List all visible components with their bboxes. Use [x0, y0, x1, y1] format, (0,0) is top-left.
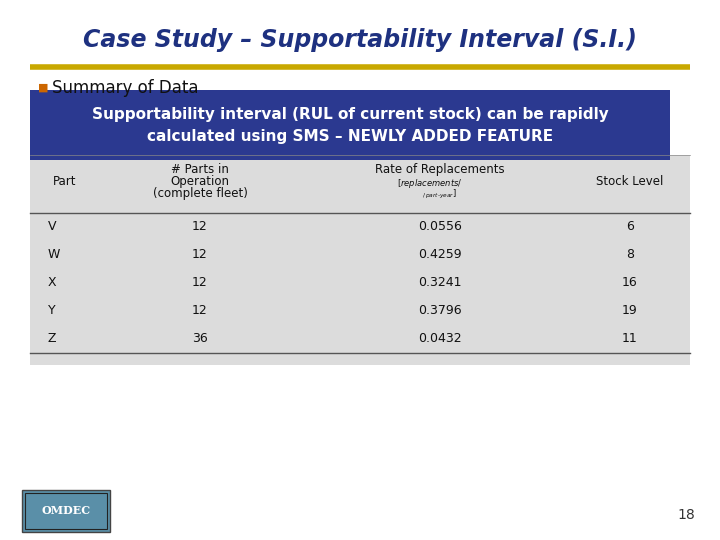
Text: 0.4259: 0.4259	[418, 248, 462, 261]
Text: ■: ■	[38, 83, 48, 93]
Text: Rate of Replacements: Rate of Replacements	[375, 163, 505, 176]
Text: Stock Level: Stock Level	[596, 175, 664, 188]
Text: OMDEC: OMDEC	[42, 504, 91, 516]
Text: # Parts in: # Parts in	[171, 163, 229, 176]
Text: V: V	[48, 220, 56, 233]
Text: W: W	[48, 248, 60, 261]
Text: 12: 12	[192, 220, 208, 233]
Text: Operation: Operation	[171, 175, 230, 188]
Text: Y: Y	[48, 305, 55, 318]
Text: 0.3241: 0.3241	[418, 276, 462, 289]
Text: Z: Z	[48, 333, 56, 346]
Text: 6: 6	[626, 220, 634, 233]
Text: calculated using SMS – NEWLY ADDED FEATURE: calculated using SMS – NEWLY ADDED FEATU…	[147, 129, 553, 144]
Text: (complete fleet): (complete fleet)	[153, 187, 248, 200]
Text: 12: 12	[192, 276, 208, 289]
Text: 12: 12	[192, 248, 208, 261]
FancyBboxPatch shape	[22, 490, 110, 532]
Text: 11: 11	[622, 333, 638, 346]
Text: 8: 8	[626, 248, 634, 261]
Text: $\left.\mathit{_{/\,part\text{-}year}}\right]$: $\left.\mathit{_{/\,part\text{-}year}}\r…	[423, 188, 457, 201]
Text: 0.3796: 0.3796	[418, 305, 462, 318]
Text: 16: 16	[622, 276, 638, 289]
Text: X: X	[48, 276, 57, 289]
Text: 19: 19	[622, 305, 638, 318]
Text: 18: 18	[678, 508, 695, 522]
Text: 36: 36	[192, 333, 208, 346]
Text: $\left[\mathit{replacements/}\right.$: $\left[\mathit{replacements/}\right.$	[397, 177, 463, 190]
FancyBboxPatch shape	[30, 90, 670, 160]
Text: Summary of Data: Summary of Data	[52, 79, 199, 97]
Text: Part: Part	[53, 175, 77, 188]
Text: 12: 12	[192, 305, 208, 318]
Text: 0.0556: 0.0556	[418, 220, 462, 233]
Text: Case Study – Supportability Interval (S.I.): Case Study – Supportability Interval (S.…	[83, 28, 637, 52]
Text: Supportability interval (RUL of current stock) can be rapidly: Supportability interval (RUL of current …	[91, 106, 608, 122]
FancyBboxPatch shape	[30, 155, 690, 365]
Text: 0.0432: 0.0432	[418, 333, 462, 346]
